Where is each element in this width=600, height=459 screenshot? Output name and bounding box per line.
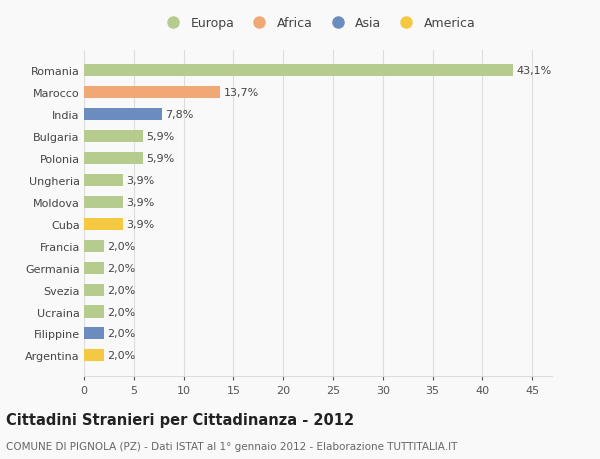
Text: 7,8%: 7,8%: [164, 110, 193, 120]
Bar: [84, 196, 123, 208]
Text: 2,0%: 2,0%: [107, 263, 135, 273]
Bar: [84, 87, 220, 99]
Text: 13,7%: 13,7%: [223, 88, 259, 98]
Text: 2,0%: 2,0%: [107, 285, 135, 295]
Text: 2,0%: 2,0%: [107, 307, 135, 317]
Text: 2,0%: 2,0%: [107, 351, 135, 360]
Text: 3,9%: 3,9%: [126, 219, 154, 230]
Text: 2,0%: 2,0%: [107, 241, 135, 251]
Bar: [84, 131, 143, 143]
Bar: [84, 240, 104, 252]
Text: 43,1%: 43,1%: [516, 67, 551, 76]
Bar: [84, 174, 123, 187]
Legend: Europa, Africa, Asia, America: Europa, Africa, Asia, America: [158, 14, 478, 32]
Bar: [84, 328, 104, 340]
Text: 5,9%: 5,9%: [146, 132, 174, 142]
Bar: [84, 306, 104, 318]
Text: COMUNE DI PIGNOLA (PZ) - Dati ISTAT al 1° gennaio 2012 - Elaborazione TUTTITALIA: COMUNE DI PIGNOLA (PZ) - Dati ISTAT al 1…: [6, 441, 457, 451]
Text: 2,0%: 2,0%: [107, 329, 135, 339]
Text: 3,9%: 3,9%: [126, 197, 154, 207]
Text: 5,9%: 5,9%: [146, 154, 174, 164]
Bar: [84, 262, 104, 274]
Bar: [84, 350, 104, 362]
Bar: [84, 284, 104, 296]
Bar: [84, 218, 123, 230]
Bar: [84, 109, 161, 121]
Text: Cittadini Stranieri per Cittadinanza - 2012: Cittadini Stranieri per Cittadinanza - 2…: [6, 413, 354, 428]
Text: 3,9%: 3,9%: [126, 176, 154, 185]
Bar: [84, 65, 513, 77]
Bar: [84, 153, 143, 165]
